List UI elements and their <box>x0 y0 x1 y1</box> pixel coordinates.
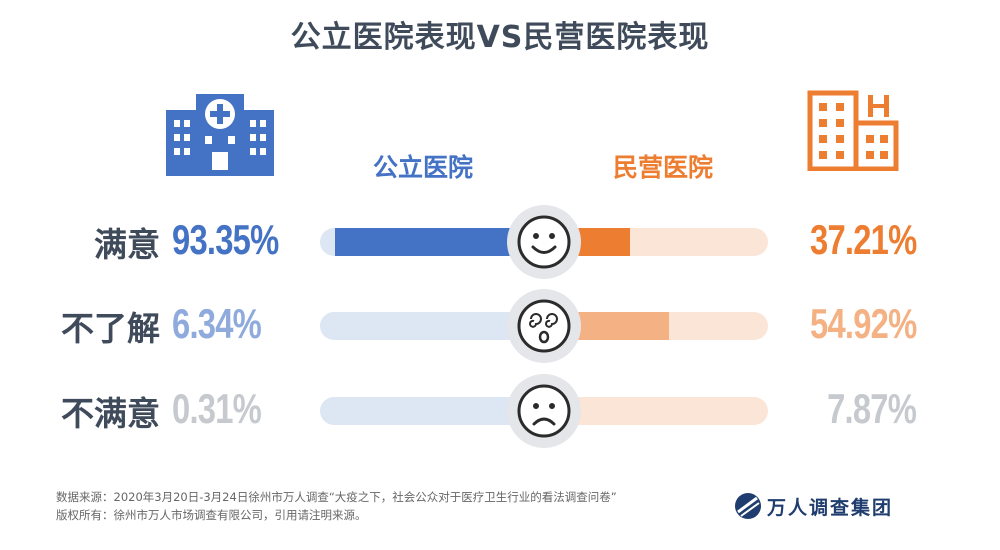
legend-public-label: 公立医院 <box>372 153 473 182</box>
footer-notes: 数据来源：2020年3月20日-3月24日徐州市万人调查“大疫之下，社会公众对于… <box>56 488 736 524</box>
private-value-dissatisfied: 7.87% <box>827 385 917 432</box>
public-bar-track-dissatisfied <box>320 397 540 425</box>
hospital-building-h-icon <box>806 89 900 175</box>
data-source-note: 数据来源：2020年3月20日-3月24日徐州市万人调查“大疫之下，社会公众对于… <box>56 490 617 504</box>
public-value-dissatisfied: 0.31% <box>172 385 262 432</box>
row-label-satisfied: 满意 <box>94 225 160 264</box>
private-value-satisfied: 37.21% <box>809 216 917 263</box>
copyright-note: 版权所有：徐州市万人市场调查有限公司，引用请注明来源。 <box>56 508 367 522</box>
public-value-satisfied: 93.35% <box>172 216 279 263</box>
legend-private-label: 民营医院 <box>612 153 713 182</box>
dizzy-face-icon <box>507 289 581 363</box>
smiley-face-icon <box>507 205 581 279</box>
row-label-unsure: 不了解 <box>61 309 160 348</box>
private-value-unsure: 54.92% <box>809 300 917 347</box>
brand-name: 万人调查集团 <box>767 497 894 519</box>
brand-logo-icon <box>733 492 763 524</box>
chart-title: 公立医院表现VS民营医院表现 <box>290 20 710 55</box>
public-bar-track-unsure <box>320 312 540 340</box>
public-value-unsure: 6.34% <box>172 300 262 347</box>
row-label-dissatisfied: 不满意 <box>61 394 160 433</box>
private-bar-track-dissatisfied <box>548 397 768 425</box>
hospital-building-cross-icon <box>160 92 280 180</box>
public-bar-satisfied <box>335 228 540 256</box>
sad-face-icon <box>507 374 581 448</box>
